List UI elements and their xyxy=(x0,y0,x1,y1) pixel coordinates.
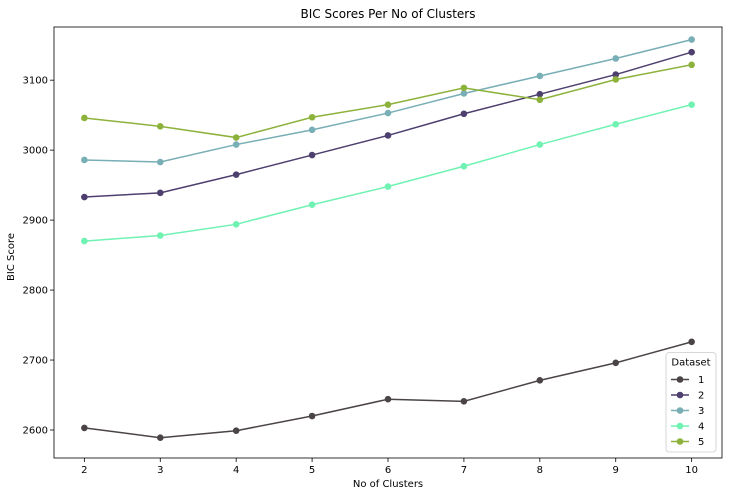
legend-marker-4 xyxy=(676,422,684,430)
y-tick-label-3000: 3000 xyxy=(23,146,48,157)
point-series-5-x2 xyxy=(81,114,88,122)
point-series-4-x8 xyxy=(536,141,544,148)
point-series-5-x6 xyxy=(384,101,392,108)
point-series-3-x6 xyxy=(384,109,392,117)
point-series-3-x7 xyxy=(460,90,468,97)
point-series-3-x3 xyxy=(156,158,164,166)
point-series-5-x7 xyxy=(460,84,468,92)
y-tick-label-2800: 2800 xyxy=(23,286,48,297)
x-tick-label-5: 5 xyxy=(309,465,315,476)
x-tick-label-3: 3 xyxy=(157,465,163,476)
legend-label-4: 4 xyxy=(698,422,704,433)
point-series-1-x5 xyxy=(308,412,316,420)
x-tick-label-9: 9 xyxy=(613,465,619,476)
point-series-4-x3 xyxy=(156,232,164,239)
point-series-1-x4 xyxy=(232,427,240,435)
point-series-3-x10 xyxy=(688,36,695,43)
series-line-3 xyxy=(84,38,692,163)
point-series-3-x2 xyxy=(81,156,88,164)
point-series-4-x2 xyxy=(81,237,88,245)
point-series-5-x3 xyxy=(156,123,164,130)
legend-marker-2 xyxy=(676,391,684,399)
legend: Dataset 1 2 3 4 5 xyxy=(665,352,717,453)
plot-frame xyxy=(53,26,723,459)
x-tick-label-10: 10 xyxy=(685,465,698,476)
point-series-3-x8 xyxy=(536,72,544,80)
x-axis-title: No of Clusters xyxy=(353,479,423,490)
chart-title: BIC Scores Per No of Clusters xyxy=(301,7,476,21)
point-series-4-x5 xyxy=(308,201,316,209)
point-series-1-x2 xyxy=(81,424,88,432)
x-tick-label-8: 8 xyxy=(537,465,543,476)
point-series-2-x8 xyxy=(536,90,544,98)
point-series-4-x7 xyxy=(460,162,468,170)
point-series-2-x5 xyxy=(308,151,316,159)
point-series-2-x10 xyxy=(688,48,695,56)
point-series-4-x9 xyxy=(612,120,620,128)
point-series-4-x6 xyxy=(384,183,392,190)
x-tick-label-6: 6 xyxy=(385,465,391,476)
point-series-5-x8 xyxy=(536,96,544,104)
series-line-1 xyxy=(84,341,692,439)
point-series-1-x10 xyxy=(688,338,695,346)
point-series-2-x2 xyxy=(81,193,88,201)
y-tick-label-2900: 2900 xyxy=(23,216,48,227)
point-series-1-x8 xyxy=(536,377,544,384)
y-tick-label-2600: 2600 xyxy=(23,426,48,437)
point-series-5-x4 xyxy=(232,134,240,141)
x-tick-label-2: 2 xyxy=(81,465,87,476)
x-tick-label-4: 4 xyxy=(233,465,239,476)
point-series-2-x9 xyxy=(612,71,620,78)
point-series-2-x7 xyxy=(460,110,468,118)
legend-marker-3 xyxy=(676,407,684,414)
point-series-3-x5 xyxy=(308,126,316,134)
point-series-1-x7 xyxy=(460,398,468,405)
point-series-4-x4 xyxy=(232,221,240,228)
y-tick-label-3100: 3100 xyxy=(23,76,48,87)
legend-label-1: 1 xyxy=(698,375,704,386)
legend-marker-1 xyxy=(676,376,684,383)
legend-title: Dataset xyxy=(671,358,710,369)
series-line-2 xyxy=(84,51,692,198)
point-series-2-x6 xyxy=(384,132,392,139)
legend-marker-5 xyxy=(676,438,684,445)
point-series-1-x6 xyxy=(384,395,392,403)
point-series-2-x4 xyxy=(232,171,240,178)
y-axis-title: BIC Score xyxy=(6,233,17,281)
series-line-4 xyxy=(84,103,692,242)
legend-label-3: 3 xyxy=(698,406,704,417)
point-series-1-x9 xyxy=(612,359,620,367)
y-tick-label-2700: 2700 xyxy=(23,356,48,367)
series-line-5 xyxy=(84,64,692,139)
point-series-4-x10 xyxy=(688,101,695,108)
point-series-2-x3 xyxy=(156,189,164,197)
plot-area: 2 3 4 5 6 7 8 9 10 2600 2700 2800 2900 3000 3100 xyxy=(23,26,723,476)
point-series-5-x9 xyxy=(612,76,620,83)
point-series-3-x9 xyxy=(612,55,620,62)
point-series-3-x4 xyxy=(232,141,240,148)
point-series-5-x10 xyxy=(688,61,695,69)
point-series-5-x5 xyxy=(308,113,316,121)
legend-label-5: 5 xyxy=(698,437,704,448)
point-series-1-x3 xyxy=(156,434,164,442)
x-tick-label-7: 7 xyxy=(461,465,467,476)
legend-label-2: 2 xyxy=(698,391,704,402)
